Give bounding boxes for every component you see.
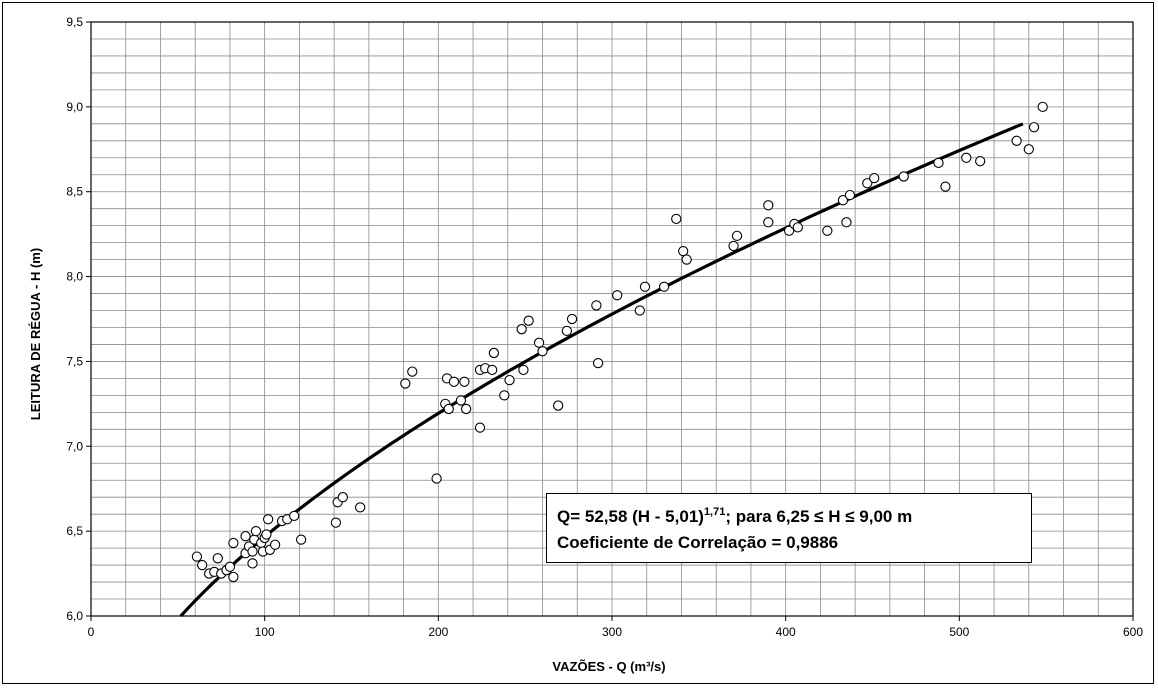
x-tick-label: 0 xyxy=(88,625,95,639)
data-point xyxy=(933,157,944,169)
data-point xyxy=(247,546,258,557)
x-tick-label: 500 xyxy=(949,625,969,639)
data-point xyxy=(487,364,498,376)
data-point xyxy=(250,525,262,537)
data-point xyxy=(407,366,418,377)
y-tick-label: 7,5 xyxy=(66,354,83,368)
data-point xyxy=(488,347,500,359)
data-point xyxy=(212,553,223,564)
data-point xyxy=(561,325,572,337)
equation-exponent: 1,71 xyxy=(703,506,726,518)
data-point xyxy=(537,346,548,357)
equation-line: Q= 52,58 (H - 5,01)1,71; para 6,25 ≤ H ≤… xyxy=(557,504,1031,530)
data-point xyxy=(224,561,236,572)
x-tick-label: 100 xyxy=(255,625,275,639)
data-point xyxy=(678,245,689,257)
data-point xyxy=(731,230,743,241)
data-point xyxy=(553,400,564,411)
data-point xyxy=(975,156,986,167)
y-tick-label: 8,0 xyxy=(66,270,83,284)
data-point xyxy=(1037,101,1048,113)
grid xyxy=(90,21,1134,617)
data-point xyxy=(1011,135,1022,146)
data-point xyxy=(898,171,909,182)
data-point xyxy=(355,502,366,513)
data-points xyxy=(191,101,1048,583)
data-point xyxy=(1028,122,1040,133)
data-point xyxy=(658,281,670,292)
data-point xyxy=(400,378,411,389)
data-point xyxy=(196,559,208,571)
data-point xyxy=(289,510,300,522)
x-tick-label: 200 xyxy=(428,625,448,639)
data-point xyxy=(262,514,274,525)
data-point xyxy=(330,517,342,528)
data-point xyxy=(634,305,645,316)
data-point xyxy=(612,290,623,301)
y-tick-label: 9,5 xyxy=(66,15,83,29)
data-point xyxy=(228,571,239,583)
data-point xyxy=(763,217,774,228)
data-point xyxy=(681,254,692,265)
x-tick-label: 300 xyxy=(602,625,622,639)
data-point xyxy=(460,403,472,415)
data-point xyxy=(516,324,527,335)
y-axis-title: LEITURA DE RÉGUA - H (m) xyxy=(28,248,43,420)
data-point xyxy=(474,422,486,433)
data-point xyxy=(961,152,972,163)
data-point xyxy=(191,551,203,562)
data-point xyxy=(240,531,251,542)
data-point xyxy=(862,178,873,189)
axis-ticks: 0 100 200 300 400 500 600 6,0 6,5 7,0 7,5 8,0 8,5 9,0… xyxy=(66,15,1143,639)
data-point xyxy=(443,403,454,415)
data-point xyxy=(247,558,258,569)
y-tick-label: 6,0 xyxy=(66,609,83,623)
data-point xyxy=(783,225,795,236)
data-point xyxy=(671,213,682,225)
data-point xyxy=(844,189,856,201)
data-point xyxy=(792,222,803,233)
data-point xyxy=(261,529,272,540)
data-point xyxy=(431,473,442,484)
equation-prefix: Q= 52,58 (H - 5,01) xyxy=(557,507,704,526)
data-point xyxy=(591,300,602,311)
data-point xyxy=(455,395,467,406)
data-point xyxy=(499,390,510,401)
data-point xyxy=(566,313,578,325)
data-point xyxy=(459,376,470,387)
y-tick-label: 7,0 xyxy=(66,439,83,453)
data-point xyxy=(869,172,880,184)
data-point xyxy=(728,240,739,252)
data-point xyxy=(837,195,849,206)
correlation-line: Coeficiente de Correlação = 0,9886 xyxy=(557,533,839,552)
y-tick-label: 6,5 xyxy=(66,524,83,538)
data-point xyxy=(295,534,307,545)
equation-suffix: ; para 6,25 ≤ H ≤ 9,00 m xyxy=(725,507,913,526)
data-point xyxy=(940,181,951,192)
data-point xyxy=(518,364,529,376)
x-tick-label: 400 xyxy=(776,625,796,639)
x-tick-label: 600 xyxy=(1123,625,1143,639)
data-point xyxy=(337,492,348,503)
data-point xyxy=(448,376,460,387)
data-point xyxy=(504,374,515,386)
data-point xyxy=(269,539,281,550)
equation-box: Q= 52,58 (H - 5,01)1,71; para 6,25 ≤ H ≤… xyxy=(546,493,1032,563)
data-point xyxy=(1023,144,1034,155)
data-point xyxy=(523,315,534,326)
data-point xyxy=(533,337,545,348)
data-point xyxy=(592,357,604,369)
data-point xyxy=(841,217,852,228)
data-point xyxy=(763,200,774,211)
x-axis-title: VAZÕES - Q (m³/s) xyxy=(552,659,665,674)
y-tick-label: 8,5 xyxy=(66,185,83,199)
data-point xyxy=(639,281,651,292)
data-point xyxy=(228,537,239,549)
y-tick-label: 9,0 xyxy=(66,100,83,114)
data-point xyxy=(822,225,833,236)
